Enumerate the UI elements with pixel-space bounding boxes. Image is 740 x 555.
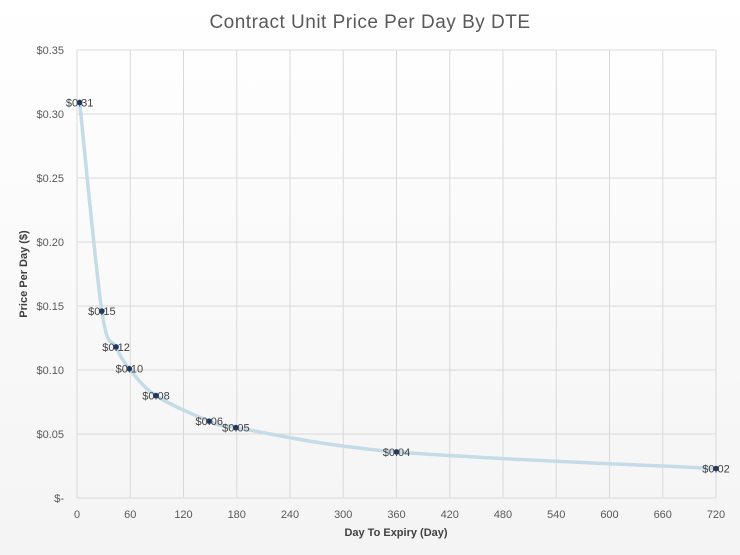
x-tick-label: 600 [600, 509, 618, 521]
data-point [126, 365, 133, 372]
gridlines [76, 49, 717, 499]
data-point [713, 465, 719, 472]
data-label: $0.31 [66, 97, 94, 109]
series-layer [76, 99, 719, 472]
data-label: $0.02 [702, 464, 730, 476]
y-axis-label: Price Per Day ($) [18, 230, 30, 318]
x-tick-label: 120 [174, 509, 192, 521]
x-tick-label: 0 [74, 509, 80, 521]
data-point [153, 392, 159, 399]
x-axis-label: Day To Expiry (Day) [344, 527, 447, 539]
y-tick-label: $0.20 [36, 237, 64, 249]
y-tick-label: $0.35 [36, 45, 64, 57]
x-tick-label: 660 [654, 509, 672, 521]
data-labels: $0.31 $0.15 $0.12 $0.10 $0.08 $0.06$0.05 $0.04… [66, 97, 730, 475]
tick-labels: 0 60 120 180 240 300 360 420 480 540 600 660 720 $- $0… [36, 45, 725, 521]
x-tick-label: 300 [334, 509, 352, 521]
x-tick-label: 480 [494, 509, 512, 521]
x-tick-label: 720 [707, 509, 725, 521]
data-label: $0.12 [102, 342, 130, 354]
x-tick-label: 240 [281, 509, 299, 521]
chart-title: Contract Unit Price Per Day By DTE [209, 12, 530, 33]
y-tick-label: $0.30 [36, 109, 64, 121]
y-tick-label: $- [54, 493, 64, 505]
data-label: $0.10 [116, 364, 144, 376]
data-point [393, 449, 400, 455]
data-point [76, 99, 83, 106]
data-point [206, 418, 213, 425]
data-point [99, 308, 105, 314]
data-label: $0.15 [88, 306, 116, 318]
data-label: $0.08 [142, 391, 170, 403]
data-label: $0.05 [222, 423, 250, 435]
data-point [233, 424, 239, 431]
x-tick-label: 420 [441, 509, 459, 521]
data-label: $0.04 [383, 447, 411, 459]
x-tick-label: 180 [228, 509, 246, 521]
data-label: $0.06 [195, 416, 223, 428]
data-point [113, 344, 119, 350]
x-tick-label: 360 [387, 509, 405, 521]
y-tick-label: $0.25 [36, 173, 64, 185]
y-tick-label: $0.10 [36, 365, 64, 377]
x-tick-label: 60 [124, 509, 136, 521]
x-tick-label: 540 [547, 509, 565, 521]
y-tick-label: $0.05 [36, 429, 64, 441]
y-tick-label: $0.15 [36, 301, 64, 313]
series-line [77, 100, 718, 471]
